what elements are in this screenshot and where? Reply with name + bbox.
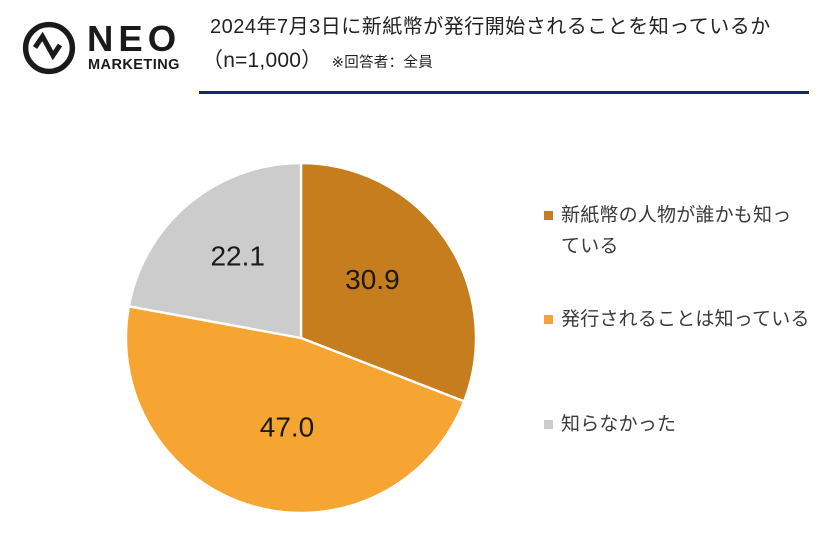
pie-slice-3: [127, 162, 303, 340]
legend-swatch: [544, 420, 553, 429]
legend-item: 知らなかった: [544, 409, 676, 440]
legend-swatch: [544, 211, 553, 220]
legend-label: 知らなかった: [561, 414, 677, 435]
legend-label: 発行されることは知っている: [561, 309, 810, 330]
legend-item: 新紙幣の人物が誰かも知っている: [544, 200, 801, 262]
pie-slice-1: [299, 162, 477, 403]
title-underline: [199, 91, 809, 94]
chart-title-line2: （n=1,000） ※回答者：全員: [202, 44, 822, 80]
legend-swatch: [544, 315, 553, 324]
legend-item: 発行されることは知っている: [544, 304, 810, 335]
legend-label: 新紙幣の人物が誰かも知っている: [561, 205, 792, 257]
sample-size: （n=1,000）: [202, 49, 323, 72]
pie-chart: 30.9 47.0 22.1: [125, 162, 477, 514]
respondents-note: ※回答者：全員: [331, 55, 433, 71]
pie-data-label-2: 47.0: [260, 412, 315, 443]
pie-slice-2: [125, 305, 466, 514]
neo-marketing-logo-icon: [22, 21, 76, 75]
title-block: 2024年7月3日に新紙幣が発行開始されることを知っているか （n=1,000）…: [202, 11, 822, 80]
pie-data-label-3: 22.1: [210, 241, 265, 272]
chart-title-line1: 2024年7月3日に新紙幣が発行開始されることを知っているか: [210, 16, 771, 38]
logo-subname: MARKETING: [88, 57, 180, 73]
logo-name: NEO: [87, 18, 182, 59]
pie-data-label-1: 30.9: [345, 264, 400, 295]
